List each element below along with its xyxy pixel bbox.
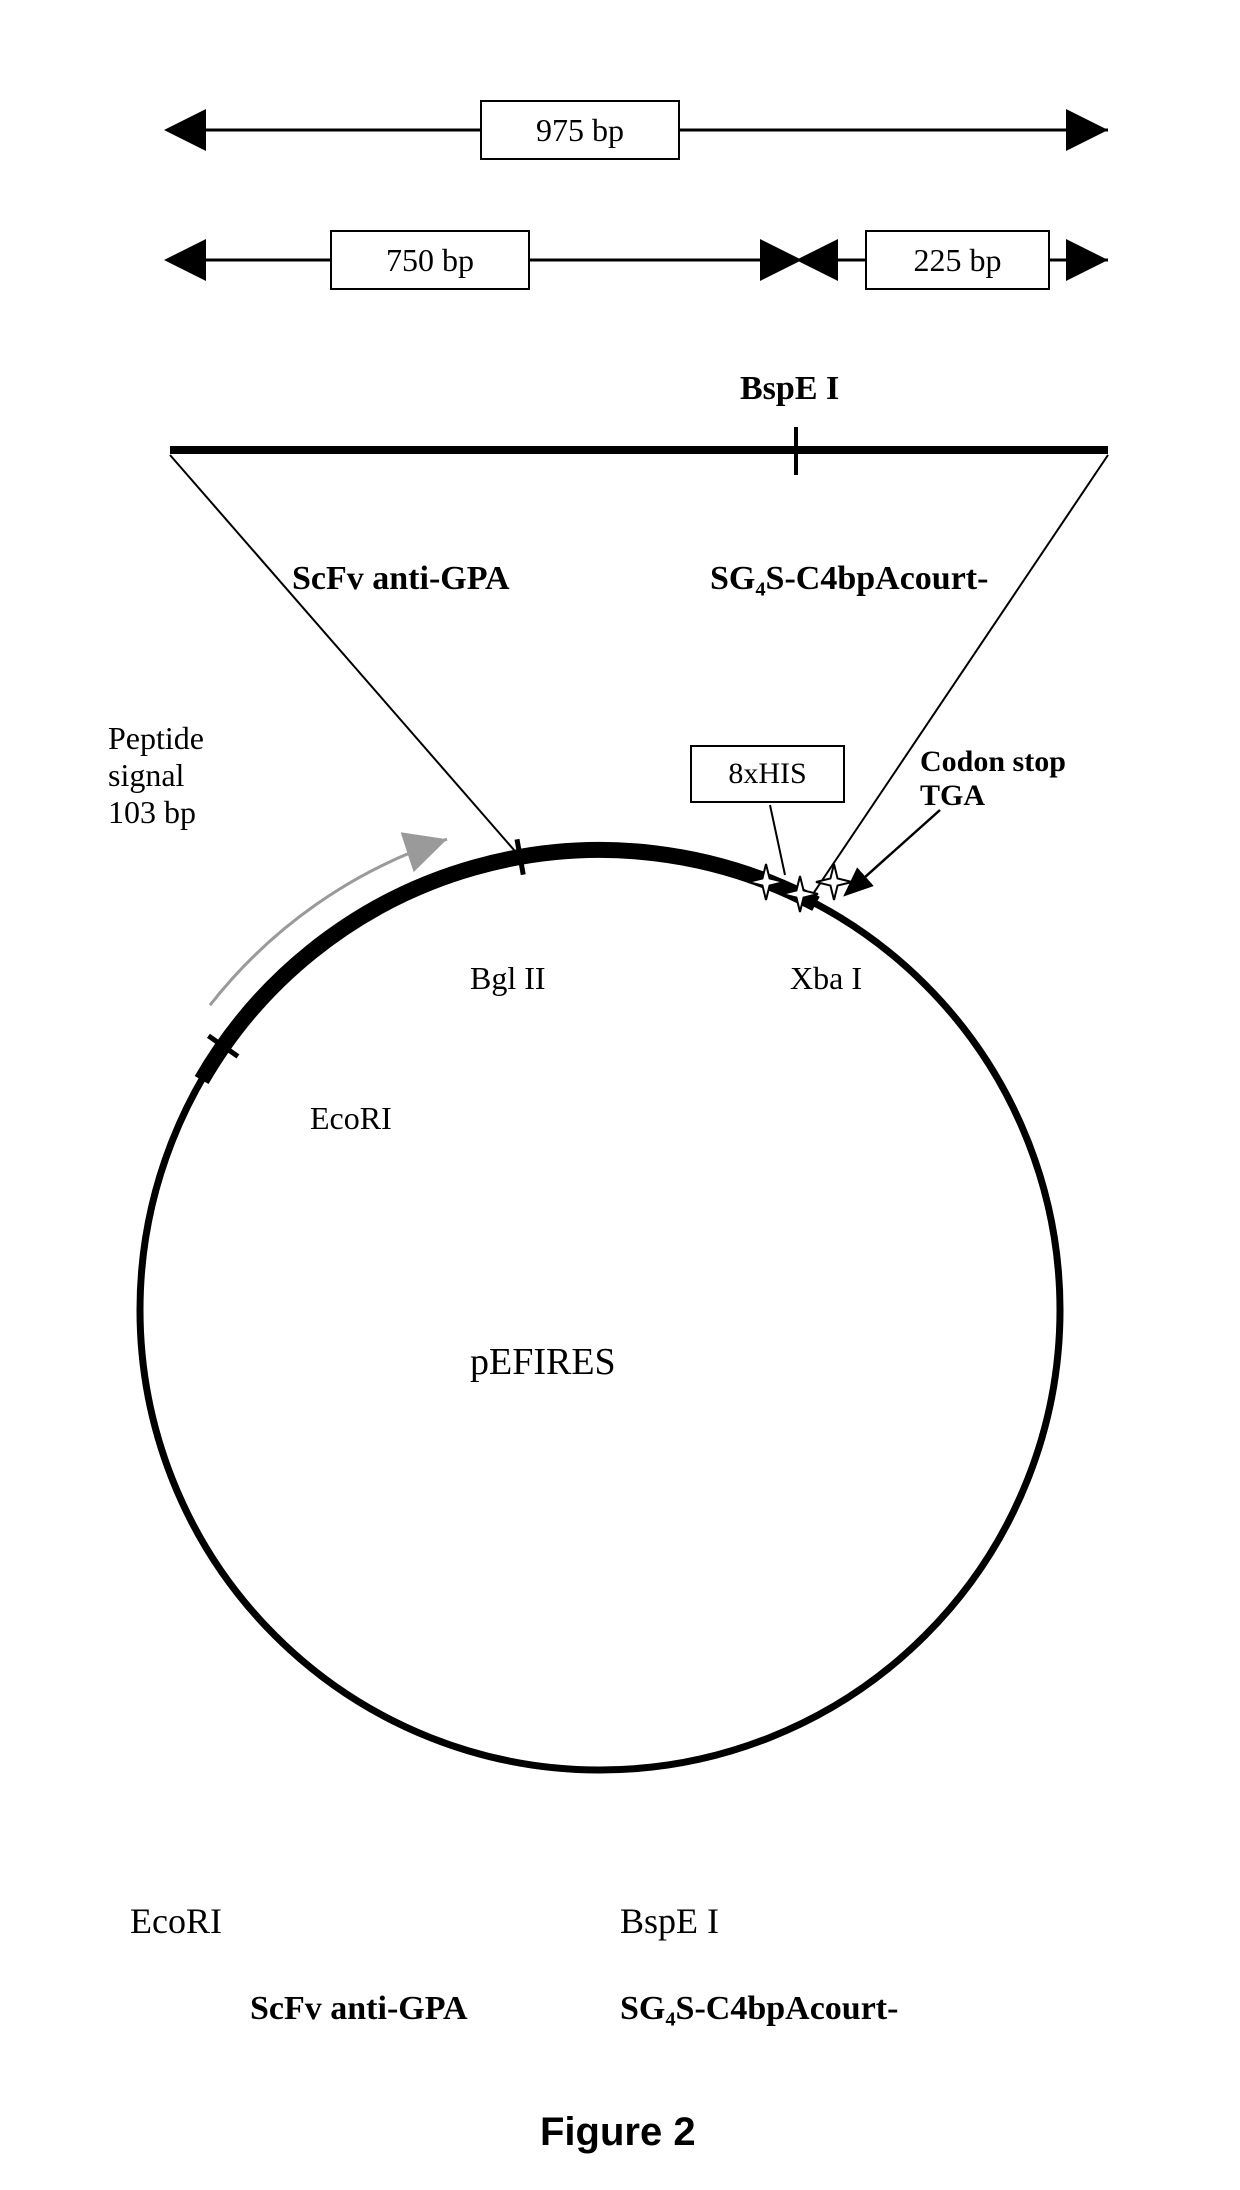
his-tag-label: 8xHIS [728, 757, 806, 791]
bglII-label: Bgl II [470, 960, 546, 997]
figure-canvas: 975 bp 750 bp 225 bp BspE I ScFv anti-GP… [0, 0, 1240, 2190]
his-tag-box: 8xHIS [690, 745, 845, 803]
full-length-label: 975 bp [536, 112, 624, 149]
ecoRI-label: EcoRI [310, 1100, 392, 1137]
bottom-left-label: ScFv anti-GPA [250, 1990, 468, 2028]
codon-stop-label: Codon stop TGA [920, 745, 1066, 813]
diagram-svg [0, 0, 1240, 2190]
insert-left-label: ScFv anti-GPA [292, 560, 510, 598]
peptide-signal-label: Peptide signal 103 bp [108, 720, 204, 831]
right-segment-label: 225 bp [914, 242, 1002, 279]
bottom-bspEI-label: BspE I [620, 1900, 719, 1942]
plasmid-name: pEFIRES [470, 1340, 616, 1384]
figure-caption: Figure 2 [540, 2110, 696, 2155]
xbaI-label: Xba I [790, 960, 862, 997]
bottom-right-label: SG₄S-C4bpAcourt- [620, 1990, 898, 2028]
bottom-ecoRI-label: EcoRI [130, 1900, 222, 1942]
left-segment-box: 750 bp [330, 230, 530, 290]
insert-right-label: SG₄S-C4bpAcourt- [710, 560, 988, 598]
bspE-label: BspE I [740, 370, 839, 408]
right-segment-box: 225 bp [865, 230, 1050, 290]
full-length-box: 975 bp [480, 100, 680, 160]
left-segment-label: 750 bp [386, 242, 474, 279]
